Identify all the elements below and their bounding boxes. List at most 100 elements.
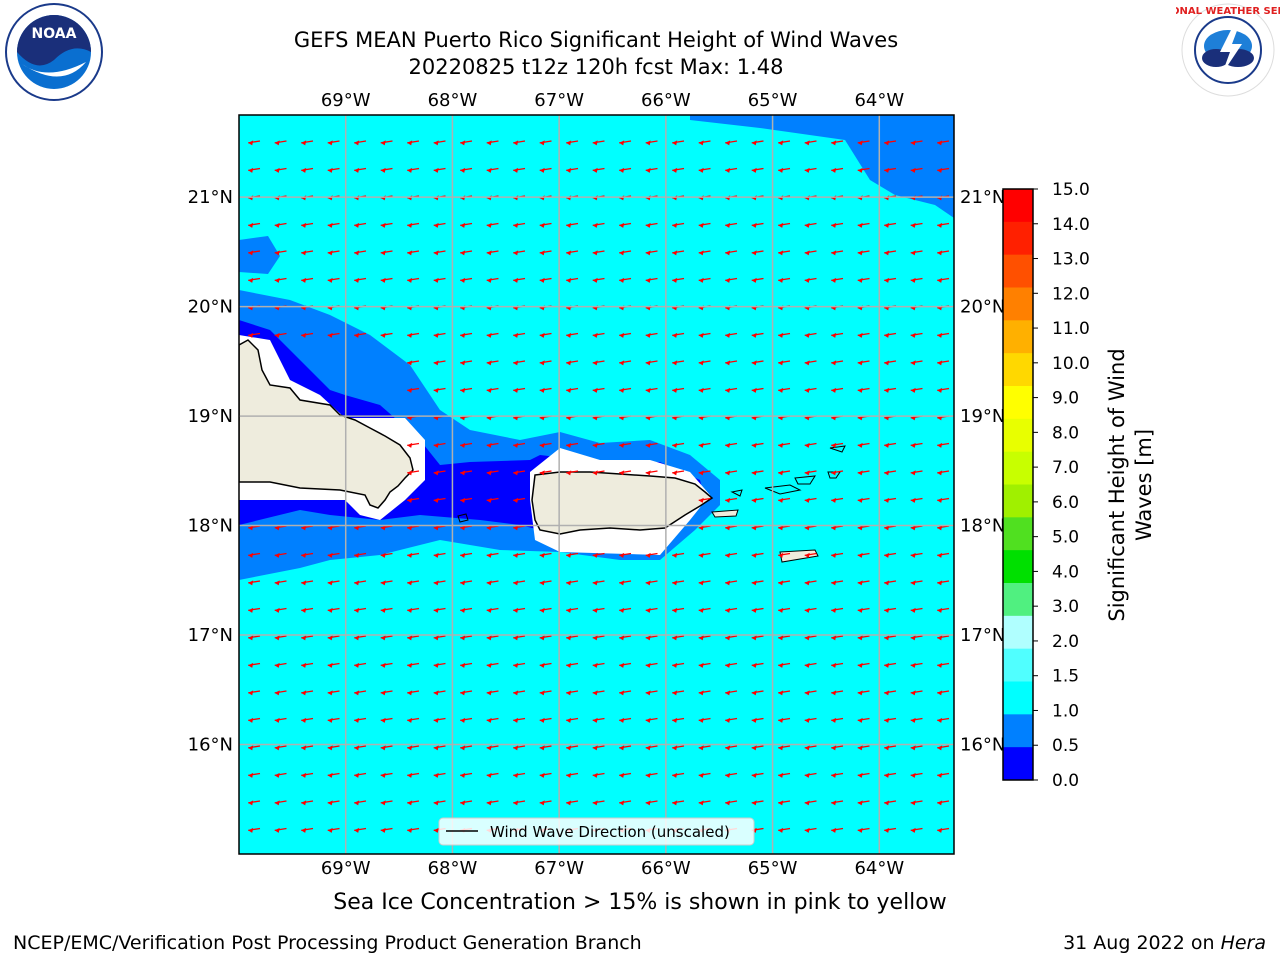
colorbar-tick-label: 6.0: [1052, 493, 1079, 513]
wave-arrowhead: [884, 745, 890, 751]
colorbar-segment: [1003, 583, 1033, 617]
wave-arrowhead: [725, 250, 731, 256]
wave-arrowhead: [460, 222, 466, 228]
island-mona: [457, 513, 469, 523]
wave-arrowhead: [725, 167, 731, 173]
wave-arrowhead: [937, 277, 943, 283]
wave-arrowhead: [884, 470, 890, 476]
wave-arrowhead: [831, 717, 837, 723]
wave-arrowhead: [274, 662, 280, 668]
wave-arrowhead: [486, 250, 492, 256]
wave-arrowhead: [460, 772, 466, 778]
colorbar-tick-label: 7.0: [1052, 458, 1079, 478]
wave-arrowhead: [645, 717, 651, 723]
wave-arrowhead: [645, 635, 651, 641]
wave-arrowhead: [433, 332, 439, 338]
wave-arrowhead: [857, 827, 863, 833]
wave-arrowhead: [433, 387, 439, 393]
lat-label-left: 21°N: [188, 187, 233, 208]
wave-arrowhead: [857, 772, 863, 778]
wave-arrowhead: [539, 167, 545, 173]
wave-arrowhead: [645, 167, 651, 173]
colorbar-segment: [1003, 714, 1033, 748]
island-vi-2: [794, 475, 816, 485]
wave-arrowhead: [910, 167, 916, 173]
island-vi-1: [764, 484, 802, 495]
wave-arrowhead: [937, 470, 943, 476]
wave-arrowhead: [778, 662, 784, 668]
colorbar-tick-label: 5.0: [1052, 528, 1079, 548]
wave-arrowhead: [566, 607, 572, 613]
wave-arrowhead: [539, 800, 545, 806]
wave-arrowhead: [857, 690, 863, 696]
wave-arrowhead: [884, 717, 890, 723]
wave-arrowhead: [857, 745, 863, 751]
wave-arrowhead: [513, 607, 519, 613]
wave-arrowhead: [672, 745, 678, 751]
wave-arrowhead: [486, 332, 492, 338]
wave-arrowhead: [301, 250, 307, 256]
wave-arrowhead: [698, 580, 704, 586]
wave-arrowhead: [354, 552, 360, 558]
wave-arrowhead: [831, 442, 837, 448]
wave-arrowhead: [513, 470, 519, 476]
wave-arrowhead: [380, 167, 386, 173]
wave-arrowhead: [804, 827, 810, 833]
chart-title: GEFS MEAN Puerto Rico Significant Height…: [293, 28, 899, 52]
wave-arrowhead: [884, 635, 890, 641]
wave-arrowhead: [804, 442, 810, 448]
wave-arrowhead: [698, 332, 704, 338]
wave-arrowhead: [857, 717, 863, 723]
lat-label-left: 17°N: [188, 625, 233, 646]
wave-arrowhead: [513, 580, 519, 586]
wave-arrowhead: [460, 690, 466, 696]
wave-arrowhead: [592, 140, 598, 146]
chart-subtitle: 20220825 t12z 120h fcst Max: 1.48: [408, 55, 784, 79]
wave-band-w-blob: [239, 236, 280, 274]
wave-arrowhead: [831, 827, 837, 833]
wave-arrowhead: [619, 387, 625, 393]
wave-arrowhead: [619, 717, 625, 723]
wave-arrowhead: [460, 717, 466, 723]
wave-arrowhead: [380, 140, 386, 146]
wave-arrowhead: [619, 552, 625, 558]
wave-arrowhead: [831, 360, 837, 366]
wave-arrowhead: [698, 442, 704, 448]
wave-arrowhead: [566, 635, 572, 641]
wave-arrowhead: [380, 580, 386, 586]
wave-arrowhead: [301, 552, 307, 558]
wave-arrowhead: [672, 360, 678, 366]
lat-label-left: 16°N: [188, 735, 233, 756]
colorbar-segment: [1003, 484, 1033, 518]
wave-arrowhead: [884, 690, 890, 696]
wave-arrowhead: [486, 525, 492, 531]
wave-arrowhead: [857, 552, 863, 558]
wave-arrowhead: [486, 360, 492, 366]
lat-label-right: 20°N: [960, 297, 1005, 318]
wave-arrowhead: [910, 222, 916, 228]
wave-arrowhead: [937, 717, 943, 723]
wave-arrowhead: [433, 497, 439, 503]
wave-arrowhead: [884, 387, 890, 393]
nws-logo: NATIONAL WEATHER SERVICE: [1176, 3, 1280, 97]
wave-arrowhead: [513, 222, 519, 228]
wave-arrowhead: [460, 250, 466, 256]
wave-arrowhead: [433, 167, 439, 173]
lat-label-left: 20°N: [188, 297, 233, 318]
wave-arrowhead: [460, 360, 466, 366]
wave-arrowhead: [831, 552, 837, 558]
wave-arrowhead: [274, 277, 280, 283]
wave-arrowhead: [513, 442, 519, 448]
wave-arrowhead: [380, 525, 386, 531]
wave-arrowhead: [778, 167, 784, 173]
wave-arrowhead: [274, 167, 280, 173]
wave-arrowhead: [778, 360, 784, 366]
wave-arrowhead: [248, 222, 254, 228]
wave-arrowhead: [937, 387, 943, 393]
wave-arrowhead: [619, 140, 625, 146]
wave-arrowhead: [725, 717, 731, 723]
colorbar-tick-label: 1.5: [1052, 667, 1079, 687]
wave-arrowhead: [884, 250, 890, 256]
colorbar-tick-label: 11.0: [1052, 319, 1090, 339]
wave-arrowhead: [619, 442, 625, 448]
